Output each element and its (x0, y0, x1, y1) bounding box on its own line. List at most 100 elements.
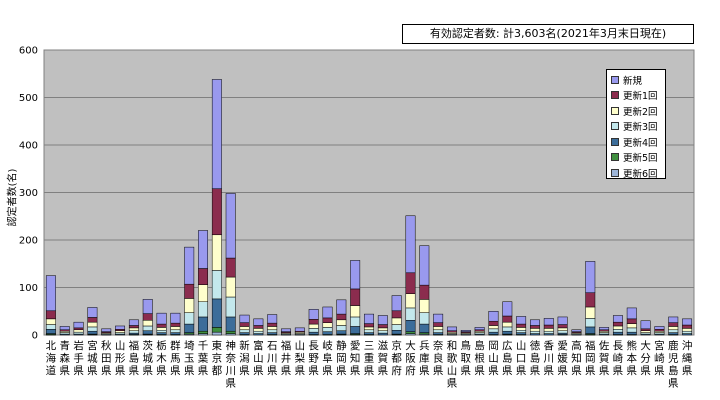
bar-segment (253, 328, 264, 332)
bar-segment (336, 325, 347, 331)
bar-segment (59, 326, 70, 331)
bar-segment (308, 319, 319, 325)
bar-segment (516, 316, 527, 325)
bar-segment (142, 320, 153, 327)
bar-segment (640, 330, 651, 333)
bar-segment (350, 305, 361, 318)
x-tick-label: 埼玉県 (184, 339, 195, 377)
bar-segment (225, 276, 236, 298)
bar-segment (626, 331, 637, 335)
bar-segment (682, 318, 693, 326)
x-tick-label: 愛知県 (350, 339, 361, 377)
y-tick-label: 200 (19, 236, 38, 247)
bar-segment (488, 311, 499, 322)
x-tick-label: 福島県 (129, 339, 140, 377)
bar-segment (170, 332, 181, 335)
bar-segment (516, 323, 527, 328)
bar-segment (585, 292, 596, 308)
y-tick-label: 300 (19, 188, 38, 199)
legend-swatch (611, 91, 619, 100)
bar-segment (253, 330, 264, 334)
x-tick-label: 富山県 (253, 339, 264, 377)
bar-segment (502, 321, 513, 328)
x-tick-label: 佐賀県 (599, 339, 610, 377)
bar-segment (156, 332, 167, 335)
total-annotation: 有効認定者数: 計3,603名(2021年3月末日現在) (402, 24, 694, 44)
bar-segment (585, 306, 596, 319)
bar-segment (350, 260, 361, 290)
bar-segment (128, 325, 139, 329)
x-tick-label: 山形県 (115, 340, 126, 377)
bar-segment (225, 330, 236, 334)
bar-segment (488, 331, 499, 335)
y-tick-label: 600 (19, 46, 38, 57)
bar-segment (668, 332, 679, 335)
bar-segment (336, 330, 347, 335)
bar-segment (530, 325, 540, 329)
bar-segment (142, 299, 153, 314)
bar-segment (156, 330, 167, 333)
legend-item: 更新6回 (611, 165, 665, 181)
bar-segment (170, 322, 181, 327)
bar-segment (73, 327, 84, 331)
bar-segment (184, 283, 195, 299)
bar-segment (682, 328, 693, 332)
bar-segment (239, 322, 250, 327)
bar-segment (543, 328, 554, 332)
bar-segment (115, 325, 126, 330)
bar-segment (474, 327, 485, 331)
y-tick-label: 100 (19, 283, 38, 294)
bar-segment (156, 312, 167, 325)
bar-segment (571, 329, 582, 332)
bar-segment (267, 329, 278, 333)
bar-segment (225, 296, 236, 318)
bar-segment (142, 313, 153, 321)
bar-segment (239, 314, 250, 323)
bar-segment (460, 330, 471, 332)
bar-segment (488, 320, 499, 326)
bar-segment (170, 329, 181, 333)
bar-segment (377, 332, 388, 336)
bar-segment (419, 312, 430, 325)
bar-segment (101, 328, 112, 332)
bar-segment (419, 323, 430, 333)
x-tick-label: 熊本県 (627, 339, 638, 377)
x-tick-label: 新潟県 (239, 339, 250, 377)
x-tick-label: 愛媛県 (557, 339, 568, 377)
bar-segment (239, 326, 250, 331)
x-tick-label: 滋賀県 (378, 339, 389, 377)
bar-segment (405, 293, 416, 309)
bar-segment (267, 314, 278, 324)
bar-segment (391, 324, 402, 331)
bar-segment (364, 332, 374, 335)
bar-segment (405, 215, 416, 274)
bar-segment (198, 284, 208, 302)
x-tick-label: 大分県 (640, 339, 651, 377)
legend-label: 更新1回 (623, 91, 658, 103)
bar-segment (419, 299, 430, 313)
legend-swatch (611, 122, 619, 131)
bar-segment (87, 326, 98, 332)
x-tick-label: 青森県 (59, 339, 70, 377)
bar-segment (530, 319, 540, 326)
bar-segment (516, 332, 527, 335)
legend: 新規 更新1回 更新2回 更新3回 更新4回 更新5回 更新6回 (606, 69, 666, 181)
bar-segment (612, 321, 623, 327)
bar-segment (668, 329, 679, 333)
bar-segment (322, 306, 333, 319)
bar-segment (543, 324, 554, 329)
bar-segment (516, 330, 527, 333)
y-tick-label: 0 (32, 331, 38, 342)
x-tick-label: 奈良県 (433, 339, 444, 377)
bar-segment (253, 325, 264, 329)
bar-segment (488, 328, 499, 333)
bar-segment (377, 324, 388, 329)
x-tick-label: 福井県 (281, 339, 292, 377)
bar-segment (530, 328, 540, 332)
x-tick-label: 群馬県 (170, 339, 181, 377)
bar-segment (612, 315, 623, 323)
bar-segment (626, 327, 637, 333)
legend-item: 更新3回 (611, 119, 665, 135)
legend-label: 更新6回 (623, 168, 658, 180)
